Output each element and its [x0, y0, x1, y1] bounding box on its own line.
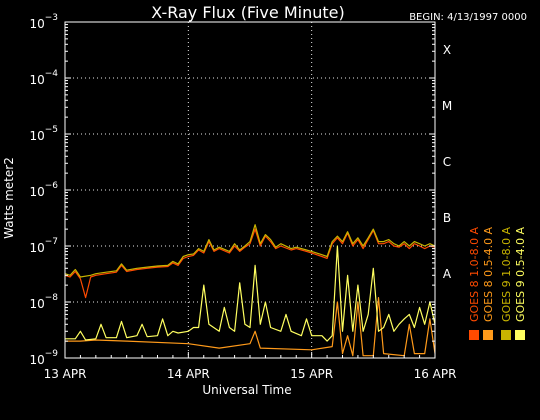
legend: GOES 8 1.0-8.0 A GOES 8 0.5-4.0 A GOES 9 1…: [468, 226, 527, 340]
y-axis-label: Watts meter2: [2, 157, 16, 239]
legend-swatch-2: [483, 330, 493, 340]
chart-title: X-Ray Flux (Five Minute): [151, 3, 344, 22]
series-line-2: [65, 297, 436, 357]
y-tick-base: 10: [29, 17, 44, 31]
x-axis-label: Universal Time: [202, 383, 291, 397]
gridlines: [65, 22, 435, 358]
series-layer: [64, 224, 436, 357]
flare-class-a: A: [443, 267, 452, 281]
y-tick-base: 10: [29, 185, 44, 199]
y-tick-exponent: −6: [45, 181, 59, 191]
y-tick-base: 10: [29, 241, 44, 255]
x-tick-label: 16 APR: [414, 367, 457, 381]
y-tick-exponent: −5: [45, 125, 58, 135]
y-tick-exponent: −7: [45, 237, 58, 247]
legend-swatch-3: [501, 330, 511, 340]
y-tick-label: 10−9: [29, 349, 58, 367]
y-tick-label: 10−6: [29, 181, 58, 199]
flare-class-b: B: [443, 211, 451, 225]
y-tick-label: 10−5: [29, 125, 58, 143]
y-tick-exponent: −3: [45, 13, 58, 23]
y-tick-base: 10: [29, 129, 44, 143]
y-tick-base: 10: [29, 73, 44, 87]
x-tick-label: 13 APR: [44, 367, 87, 381]
y-tick-exponent: −4: [45, 69, 59, 79]
y-tick-exponent: −9: [45, 349, 59, 359]
begin-date-label: BEGIN: 4/13/1997 0000: [409, 12, 527, 23]
y-tick-label: 10−4: [29, 69, 58, 87]
series-line-3: [64, 224, 436, 278]
y-tick-base: 10: [29, 297, 44, 311]
x-tick-label: 14 APR: [167, 367, 210, 381]
legend-swatch-4: [515, 330, 525, 340]
series-line-4: [65, 245, 436, 342]
legend-label-3: GOES 9 1.0-8.0 A: [500, 226, 513, 322]
flare-class-m: M: [442, 99, 452, 113]
legend-label-2: GOES 8 0.5-4.0 A: [482, 226, 495, 322]
legend-label-1: GOES 8 1.0-8.0 A: [468, 226, 481, 322]
x-tick-label: 15 APR: [290, 367, 333, 381]
y-tick-label: 10−7: [29, 237, 58, 255]
y-tick-label: 10−3: [29, 13, 58, 31]
series-line-1: [64, 228, 436, 299]
y-tick-exponent: −8: [45, 293, 59, 303]
y-ticks: 10−910−810−710−610−510−410−3: [29, 13, 435, 367]
x-ticks: 13 APR 14 APR 15 APR 16 APR: [44, 352, 457, 381]
flare-class-labels: A B C M X: [442, 43, 452, 281]
flare-class-c: C: [443, 155, 451, 169]
legend-swatch-1: [469, 330, 479, 340]
flare-class-x: X: [443, 43, 451, 57]
y-tick-base: 10: [29, 353, 44, 367]
legend-label-4: GOES 9 0.5-4.0 A: [514, 226, 527, 322]
y-tick-label: 10−8: [29, 293, 58, 311]
